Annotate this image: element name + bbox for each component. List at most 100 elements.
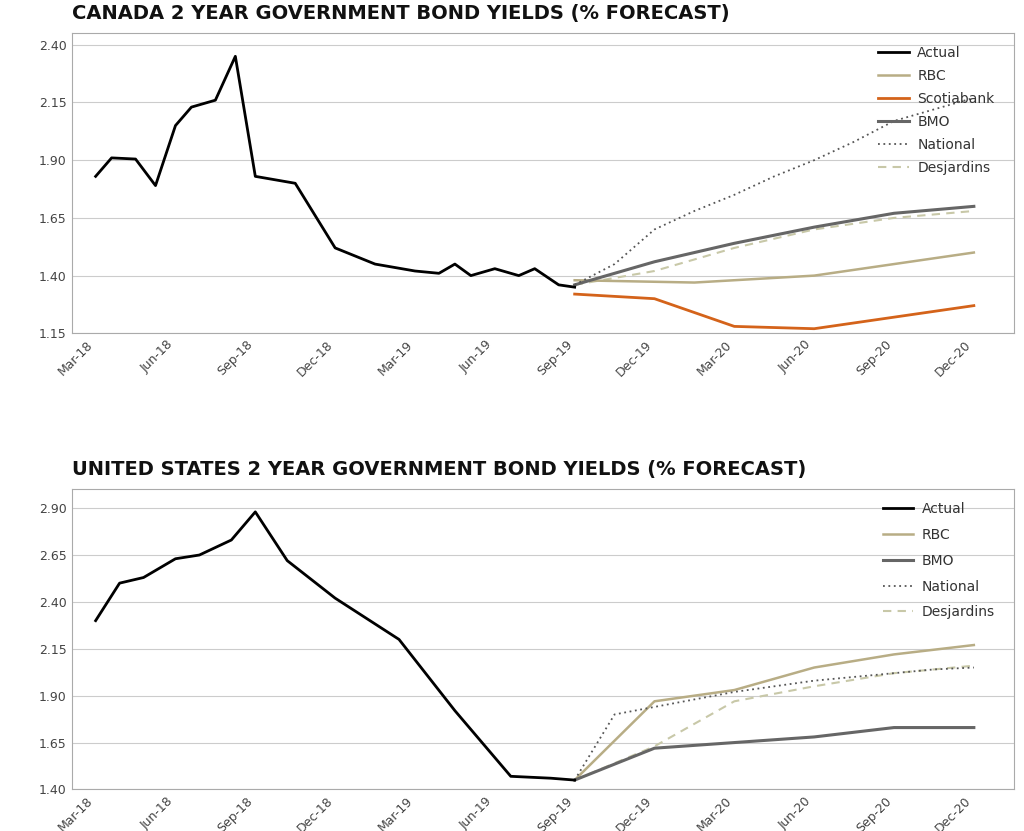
Actual xyxy=(393,634,406,644)
RBC xyxy=(968,248,980,258)
Actual xyxy=(229,52,242,61)
Line: RBC: RBC xyxy=(574,253,974,283)
Actual xyxy=(449,259,461,269)
Line: Desjardins: Desjardins xyxy=(574,211,974,285)
National xyxy=(848,672,860,682)
Line: BMO: BMO xyxy=(574,728,974,780)
Actual xyxy=(114,578,126,588)
National xyxy=(968,93,980,103)
Actual xyxy=(568,775,581,785)
National xyxy=(888,116,900,126)
National xyxy=(688,695,700,705)
Line: RBC: RBC xyxy=(574,645,974,780)
Scotiabank xyxy=(968,301,980,311)
Scotiabank xyxy=(648,293,660,303)
Desjardins xyxy=(568,775,581,785)
National xyxy=(888,668,900,678)
National xyxy=(928,665,940,675)
Actual xyxy=(194,550,206,560)
Actual xyxy=(249,171,261,181)
National xyxy=(608,710,621,720)
National xyxy=(768,171,780,181)
Scotiabank xyxy=(808,324,820,334)
BMO xyxy=(728,238,740,248)
RBC xyxy=(568,775,581,785)
Actual xyxy=(169,120,181,130)
Actual xyxy=(553,280,565,290)
Desjardins xyxy=(728,696,740,706)
Actual xyxy=(488,263,501,273)
BMO xyxy=(808,222,820,232)
RBC xyxy=(648,696,660,706)
Desjardins xyxy=(648,266,660,276)
Desjardins xyxy=(968,661,980,671)
Actual xyxy=(289,179,301,189)
National xyxy=(648,702,660,712)
Actual xyxy=(249,507,261,517)
National xyxy=(568,280,581,290)
Actual xyxy=(449,706,461,715)
BMO xyxy=(888,209,900,219)
RBC xyxy=(968,640,980,650)
Actual xyxy=(89,616,101,626)
Desjardins xyxy=(568,280,581,290)
Line: National: National xyxy=(574,98,974,285)
National xyxy=(768,681,780,691)
Desjardins xyxy=(888,668,900,678)
BMO xyxy=(568,280,581,290)
Desjardins xyxy=(728,243,740,253)
National xyxy=(808,155,820,165)
RBC xyxy=(688,278,700,288)
Line: Actual: Actual xyxy=(95,512,574,780)
Scotiabank xyxy=(728,322,740,332)
Actual xyxy=(209,96,221,106)
Actual xyxy=(185,102,198,112)
National xyxy=(568,775,581,785)
Actual xyxy=(528,263,541,273)
National xyxy=(608,259,621,269)
Actual xyxy=(129,154,141,164)
National xyxy=(928,105,940,115)
Actual xyxy=(513,271,525,281)
Actual xyxy=(465,271,477,281)
Desjardins xyxy=(968,206,980,216)
Actual xyxy=(150,180,162,190)
National xyxy=(968,662,980,672)
Line: National: National xyxy=(574,667,974,780)
Actual xyxy=(282,556,294,566)
Line: Scotiabank: Scotiabank xyxy=(574,294,974,329)
RBC xyxy=(808,271,820,281)
Desjardins xyxy=(808,224,820,234)
BMO xyxy=(808,732,820,742)
BMO xyxy=(728,738,740,748)
Desjardins xyxy=(808,681,820,691)
Actual xyxy=(545,773,557,783)
Legend: Actual, RBC, BMO, National, Desjardins: Actual, RBC, BMO, National, Desjardins xyxy=(877,497,1000,625)
BMO xyxy=(648,257,660,267)
Line: BMO: BMO xyxy=(574,206,974,285)
Text: UNITED STATES 2 YEAR GOVERNMENT BOND YIELDS (% FORECAST): UNITED STATES 2 YEAR GOVERNMENT BOND YIE… xyxy=(72,460,806,479)
RBC xyxy=(888,259,900,269)
BMO xyxy=(648,743,660,753)
Line: Actual: Actual xyxy=(95,57,574,288)
National xyxy=(728,189,740,199)
BMO xyxy=(888,723,900,733)
BMO xyxy=(968,201,980,211)
Scotiabank xyxy=(568,289,581,299)
Scotiabank xyxy=(888,312,900,322)
Actual xyxy=(89,171,101,181)
RBC xyxy=(808,662,820,672)
RBC xyxy=(888,649,900,659)
National xyxy=(808,676,820,686)
National xyxy=(728,687,740,697)
Actual xyxy=(329,593,341,603)
RBC xyxy=(568,275,581,285)
Legend: Actual, RBC, Scotiabank, BMO, National, Desjardins: Actual, RBC, Scotiabank, BMO, National, … xyxy=(872,41,1000,180)
National xyxy=(648,224,660,234)
Line: Desjardins: Desjardins xyxy=(574,666,974,780)
Desjardins xyxy=(888,213,900,223)
Desjardins xyxy=(648,741,660,751)
BMO xyxy=(568,775,581,785)
Text: CANADA 2 YEAR GOVERNMENT BOND YIELDS (% FORECAST): CANADA 2 YEAR GOVERNMENT BOND YIELDS (% … xyxy=(72,4,729,23)
Actual xyxy=(369,259,381,269)
